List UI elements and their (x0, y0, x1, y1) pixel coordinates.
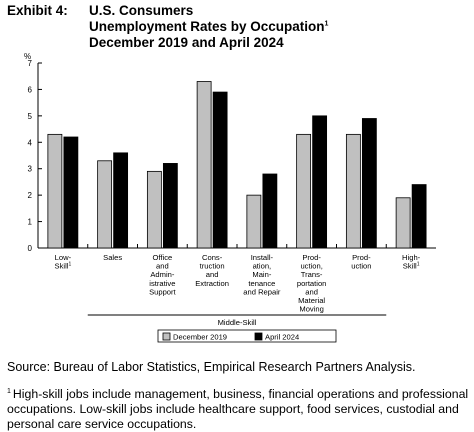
x-category-label: Sales (103, 253, 122, 262)
title-line-1-text: U.S. Consumers (89, 3, 194, 18)
bar-april-2024 (361, 118, 377, 249)
x-category-label-line: Sales (103, 253, 122, 262)
x-category-label-line: and (305, 287, 318, 296)
x-category-label-line: Prod- (302, 253, 321, 262)
x-category-label-line: tenance (248, 279, 275, 288)
x-category-label-line: uction (351, 262, 371, 271)
x-category-label-line: Support (149, 287, 176, 296)
bar-december-2019 (146, 170, 162, 249)
x-category-label-line: uction, (300, 262, 322, 271)
x-category-label: Cons-truction and Extraction (195, 253, 229, 288)
x-category-label-line: and (206, 270, 219, 279)
title-line-2-text: Unemployment Rates by Occupation (89, 19, 325, 34)
x-category-label-line: Admin- (150, 270, 175, 279)
x-category-label-line: and Repair (243, 287, 281, 296)
bar-december-2019 (246, 194, 262, 249)
x-category-label: Prod-uction, Trans-portation and Material Mo… (297, 253, 327, 314)
footnote: 1 High-skill jobs include management, bus… (7, 387, 469, 432)
bar-april-2024 (262, 173, 278, 249)
x-category-label-line: Skill1 (55, 262, 72, 271)
y-tick-label: 1 (28, 218, 33, 227)
exhibit-label: Exhibit 4: (7, 3, 68, 18)
x-category-label-line: Cons- (202, 253, 223, 262)
title-line-2: Unemployment Rates by Occupation1 (89, 19, 328, 35)
x-category-label-line: ation, (253, 262, 272, 271)
title-line-1: U.S. Consumers (89, 3, 328, 19)
title-line-3-text: December 2019 and April 2024 (89, 35, 284, 50)
bar-april-2024 (113, 152, 129, 249)
y-tick-label: 3 (28, 165, 33, 174)
x-category-label-line: High- (402, 253, 421, 262)
group-label: Middle-Skill (218, 318, 257, 327)
x-category-label: Install-ation, Main-tenance and Repair (243, 253, 281, 296)
x-category-label-line: Low- (55, 253, 72, 262)
bar-april-2024 (63, 136, 79, 249)
x-category-label-line: Office (153, 253, 173, 262)
bar-december-2019 (47, 133, 63, 249)
legend-label: April 2024 (265, 333, 299, 342)
bar-april-2024 (212, 91, 228, 249)
y-unit-label: % (24, 52, 31, 61)
x-category-label-line: portation (297, 279, 327, 288)
title-footnote-marker: 1 (324, 20, 329, 28)
y-tick-label: 7 (28, 59, 33, 68)
x-category-label-line: Moving (299, 305, 323, 314)
footnote-text: High-skill jobs include management, busi… (7, 387, 469, 431)
bar-december-2019 (196, 81, 212, 249)
category-footnote-marker: 1 (68, 262, 71, 268)
bar-april-2024 (162, 163, 178, 249)
x-category-label: Office and Admin-istrative Support (149, 253, 176, 296)
x-category-label-line: Install- (251, 253, 274, 262)
bar-december-2019 (395, 197, 411, 249)
bar-april-2024 (312, 115, 328, 249)
footnote-marker: 1 (7, 387, 11, 395)
legend-box (157, 329, 337, 343)
x-category-label-line: istrative (149, 279, 175, 288)
x-category-label-line: Skill1 (403, 262, 420, 271)
title-line-3: December 2019 and April 2024 (89, 35, 328, 51)
x-category-label-line: truction (200, 262, 225, 271)
y-tick-label: 2 (28, 191, 33, 200)
y-tick-label: 4 (28, 138, 33, 147)
x-category-label-line: Prod- (352, 253, 371, 262)
bar-december-2019 (296, 133, 312, 249)
legend-swatch (162, 332, 171, 341)
category-footnote-marker: 1 (417, 262, 420, 268)
bar-december-2019 (97, 160, 113, 249)
bar-april-2024 (411, 184, 427, 249)
x-category-label: High-Skill1 (402, 253, 421, 271)
legend-swatch (254, 332, 263, 341)
x-category-label-line: Main- (252, 270, 271, 279)
x-category-label: Low-Skill1 (55, 253, 72, 271)
bar-december-2019 (345, 133, 361, 249)
y-tick-label: 0 (28, 244, 33, 253)
x-category-label-line: and (156, 262, 169, 271)
source-note: Source: Bureau of Labor Statistics, Empi… (7, 360, 416, 374)
y-tick-label: 5 (28, 112, 33, 121)
x-category-label: Prod-uction (351, 253, 371, 271)
y-tick-label: 6 (28, 85, 33, 94)
x-category-label-line: Material (298, 296, 325, 305)
x-category-label-line: Extraction (195, 279, 229, 288)
x-category-label-line: Trans- (301, 270, 323, 279)
chart-title: Exhibit 4: U.S. Consumers Unemployment R… (7, 3, 328, 51)
legend-label: December 2019 (173, 333, 227, 342)
